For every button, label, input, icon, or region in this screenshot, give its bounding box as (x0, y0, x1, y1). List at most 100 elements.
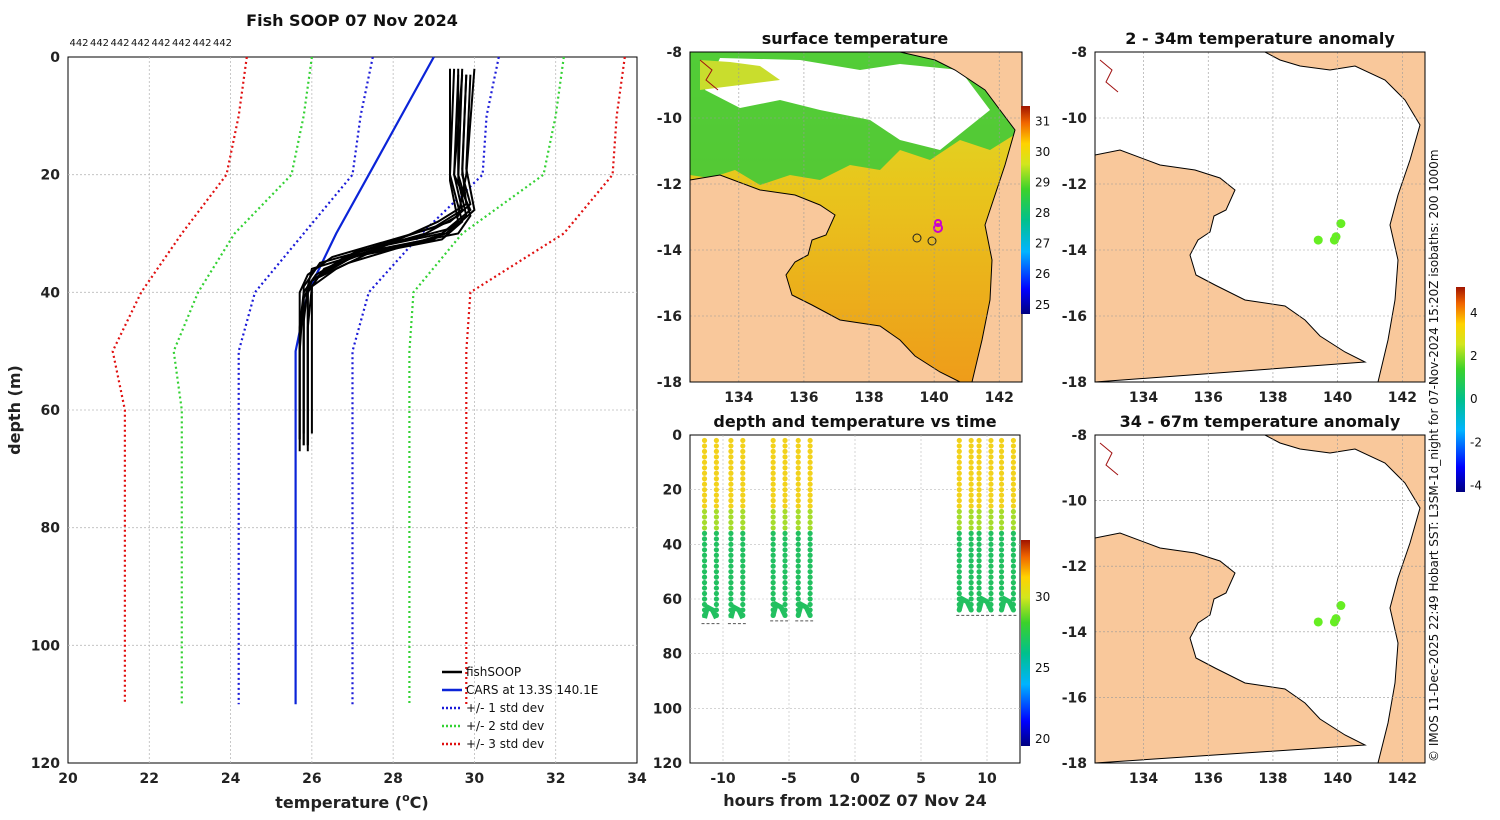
cast-bottom-track (999, 595, 1016, 612)
cast-sample (998, 590, 1005, 597)
cast-sample (701, 596, 708, 602)
y-tick-label: 80 (663, 647, 683, 663)
cast-sample (728, 481, 734, 487)
y-tick-label: -16 (1062, 309, 1087, 325)
colorbar-tick-label: 20 (1035, 732, 1050, 746)
cast-sample (968, 514, 974, 520)
cast-sample (1010, 530, 1017, 537)
cast-sample (713, 492, 720, 498)
cast-sample (701, 525, 708, 531)
cast-sample (956, 569, 962, 575)
anomaly-point (1313, 235, 1323, 245)
cast-sample (728, 503, 734, 509)
anomaly-point (1336, 219, 1346, 229)
cast-sample (1010, 498, 1017, 504)
cast-sample (740, 454, 746, 460)
cast-sample (701, 519, 708, 526)
cast-bottom-track (976, 595, 994, 612)
cast-sample (988, 552, 994, 558)
cast-sample (728, 541, 734, 547)
cast-sample (1010, 454, 1017, 460)
cast-location-marker (912, 233, 922, 243)
colorbar-tick-label: 29 (1035, 175, 1050, 189)
cast-sample (713, 601, 720, 608)
cast-sample (956, 525, 962, 531)
cast-sample (770, 547, 776, 553)
y-tick-label: -12 (1062, 559, 1087, 575)
cast-sample (713, 459, 720, 465)
cast-sample (770, 487, 776, 493)
cast-sample (728, 547, 734, 553)
cast-sample (701, 514, 708, 520)
cast-sample (976, 580, 982, 586)
anomaly-shallow-title: 2 - 34m temperature anomaly (1125, 29, 1395, 48)
cast-sample (998, 454, 1005, 460)
cast-sample (988, 574, 994, 580)
fishsoop-profile-line (310, 74, 468, 434)
cast-sample (968, 580, 974, 586)
cast-sample (1010, 519, 1017, 526)
cast-sample (701, 465, 708, 471)
legend-label: +/- 3 std dev (466, 737, 544, 751)
colorbar-tick-label: 31 (1035, 114, 1050, 128)
cast-sample (956, 487, 962, 493)
cast-sample (988, 443, 994, 449)
cast-sample (740, 563, 746, 569)
colorbar-tick-label: 28 (1035, 206, 1050, 220)
x-tick-label: 142 (1388, 771, 1417, 787)
anomaly-point (1313, 617, 1323, 627)
cast-sample (770, 569, 776, 575)
cast-sample (976, 590, 982, 597)
cast-sample (998, 569, 1005, 575)
cast-sample (795, 563, 801, 569)
legend-label: +/- 2 std dev (466, 719, 544, 733)
cast-sample (740, 552, 746, 558)
cast-sample (795, 536, 801, 542)
cast-sample (976, 508, 982, 515)
cast-sample (807, 454, 813, 460)
cast-sample (988, 585, 994, 591)
cast-sample (713, 552, 720, 558)
count-label: 442 (172, 38, 191, 49)
cast-sample (807, 530, 813, 537)
cast-sample (988, 437, 994, 444)
cast-sample (807, 525, 813, 531)
cast-sample (998, 514, 1005, 520)
cast-sample (956, 470, 962, 476)
x-tick-label: 138 (1258, 771, 1287, 787)
cast-sample (956, 530, 962, 537)
cast-sample (740, 519, 746, 526)
cast-sample (807, 459, 813, 465)
cast-sample (713, 585, 720, 591)
cast-sample (740, 508, 746, 515)
cast-sample (740, 503, 746, 509)
cast-sample (770, 437, 776, 444)
cast-sample (701, 558, 708, 564)
cast-sample (701, 437, 708, 444)
cast-sample (998, 536, 1005, 542)
cast-sample (782, 541, 788, 547)
x-tick-label: 140 (1323, 390, 1352, 406)
cast-sample (1010, 481, 1017, 487)
cast-sample (956, 481, 962, 487)
y-tick-label: -8 (1071, 45, 1087, 61)
cast-location-marker (934, 219, 942, 227)
cast-sample (807, 481, 813, 487)
cast-sample (770, 508, 776, 515)
cast-sample (795, 448, 801, 454)
cast-sample (770, 492, 776, 498)
cast-sample (782, 585, 788, 591)
profile-title: Fish SOOP 07 Nov 2024 (246, 11, 458, 30)
cast-sample (968, 476, 974, 482)
cast-sample (988, 590, 994, 597)
cast-sample (728, 492, 734, 498)
colorbar-tick-label: 30 (1035, 590, 1050, 604)
y-tick-label: 20 (41, 168, 61, 184)
sst-river (699, 59, 719, 91)
sst-colorbar-ticks: 31 30 29 28 27 26 25 (1035, 114, 1050, 312)
cast-sample (728, 508, 734, 515)
cast-sample (968, 487, 974, 493)
cast-sample (728, 569, 734, 575)
y-tick-label: 60 (41, 403, 61, 419)
cast-sample (988, 476, 994, 482)
